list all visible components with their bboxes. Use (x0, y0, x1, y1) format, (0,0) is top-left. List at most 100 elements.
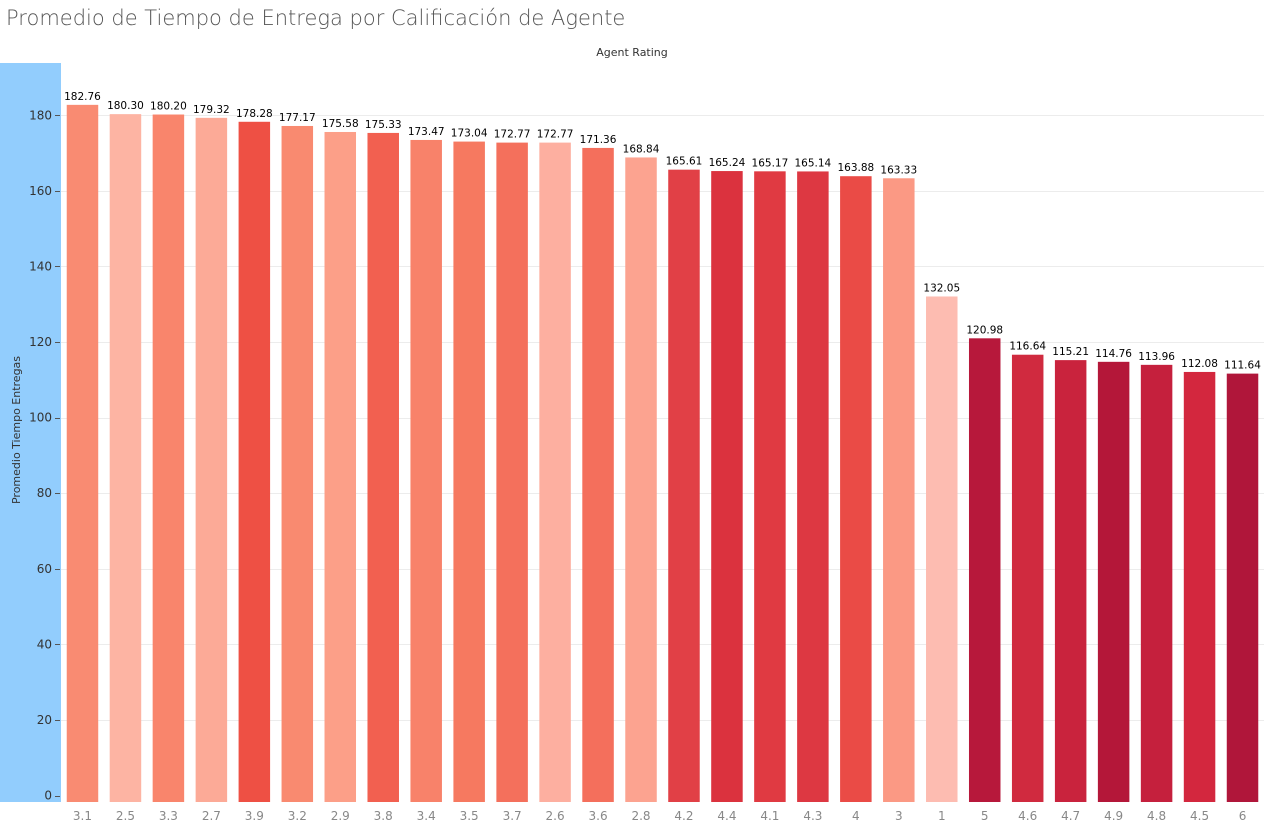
bar-2.8 (625, 157, 657, 803)
bar-1 (926, 296, 958, 802)
y-tick-label: 120 (29, 335, 52, 349)
bar-value-label: 114.76 (1095, 348, 1132, 360)
y-tick-label: 60 (37, 562, 52, 576)
bar-3.4 (410, 139, 442, 803)
bar-3.3 (152, 114, 185, 803)
y-tick-label: 0 (44, 789, 52, 803)
x-tick-label: 5 (981, 809, 989, 823)
bar-4.5 (1183, 371, 1216, 802)
bar-4.3 (797, 171, 829, 803)
y-tick-label: 20 (37, 713, 52, 727)
bar-value-label: 175.58 (322, 118, 359, 130)
x-tick-label: 2.9 (331, 809, 350, 823)
bar-value-label: 116.64 (1009, 341, 1046, 353)
x-tick-label: 4.1 (760, 809, 779, 823)
bar-value-label: 165.61 (666, 156, 703, 168)
x-tick-label: 3.5 (460, 809, 479, 823)
bar-6 (1226, 373, 1259, 802)
bar-value-label: 115.21 (1052, 346, 1089, 358)
x-tick-label: 4.6 (1018, 809, 1037, 823)
x-tick-label: 4.2 (674, 809, 693, 823)
bar-value-label: 180.30 (107, 100, 144, 112)
bar-value-label: 165.24 (709, 157, 746, 169)
x-tick-label: 3.4 (417, 809, 436, 823)
bar-3.6 (582, 147, 614, 803)
bar-value-label: 168.84 (623, 143, 660, 155)
y-tick-label: 80 (37, 486, 52, 500)
bar-value-label: 175.33 (365, 119, 402, 131)
y-tick-label: 40 (37, 637, 52, 651)
bar-value-label: 177.17 (279, 112, 316, 124)
x-tick-label: 3.6 (589, 809, 608, 823)
bar-3.8 (367, 132, 399, 803)
x-tick-label: 3.1 (73, 809, 92, 823)
bar-value-label: 178.28 (236, 108, 273, 120)
bar-value-label: 111.64 (1224, 360, 1261, 372)
bar-3.2 (281, 125, 314, 803)
bar-value-label: 163.88 (837, 162, 874, 174)
y-tick-label: 140 (29, 259, 52, 273)
bar-4 (840, 176, 872, 802)
x-tick-label: 3.2 (288, 809, 307, 823)
x-tick-label: 2.6 (546, 809, 565, 823)
bar-value-label: 172.77 (494, 129, 531, 141)
bar-4.7 (1054, 360, 1087, 802)
bar-3.7 (496, 142, 528, 802)
x-tick-label: 3.9 (245, 809, 264, 823)
bar-value-label: 165.17 (752, 157, 789, 169)
bar-2.9 (324, 131, 357, 803)
x-tick-label: 3 (895, 809, 903, 823)
bar-value-label: 165.14 (795, 157, 832, 169)
bar-3.9 (238, 121, 271, 802)
y-tick-label: 160 (29, 184, 52, 198)
y-axis-band (0, 63, 61, 802)
x-tick-label: 4.5 (1190, 809, 1209, 823)
bar-value-label: 171.36 (580, 134, 617, 146)
bar-4.8 (1140, 364, 1173, 802)
bar-5 (968, 338, 1001, 802)
bar-value-label: 113.96 (1138, 351, 1175, 363)
x-tick-label: 2.5 (116, 809, 135, 823)
bar-2.6 (539, 142, 571, 802)
x-tick-label: 4.8 (1147, 809, 1166, 823)
y-tick-label: 100 (29, 411, 52, 425)
bar-3.5 (453, 141, 485, 802)
x-tick-label: 4.3 (803, 809, 822, 823)
x-tick-label: 4 (852, 809, 860, 823)
bar-value-label: 179.32 (193, 104, 230, 116)
bar-4.6 (1011, 354, 1044, 802)
bar-value-label: 173.47 (408, 126, 445, 138)
x-tick-label: 2.7 (202, 809, 221, 823)
bar-3 (883, 178, 915, 802)
bar-value-label: 163.33 (880, 164, 917, 176)
x-tick-label: 3.3 (159, 809, 178, 823)
x-tick-label: 3.7 (503, 809, 522, 823)
x-tick-label: 4.9 (1104, 809, 1123, 823)
bar-4.9 (1097, 361, 1130, 802)
bar-value-label: 173.04 (451, 128, 488, 140)
bar-4.1 (754, 171, 786, 802)
x-tick-label: 2.8 (631, 809, 650, 823)
bar-2.5 (109, 114, 142, 802)
bar-4.2 (668, 169, 700, 803)
x-tick-label: 4.7 (1061, 809, 1080, 823)
x-axis-title: Agent Rating (596, 46, 668, 59)
bar-value-label: 180.20 (150, 101, 187, 113)
x-tick-label: 6 (1239, 809, 1247, 823)
y-axis-title: Promedio Tiempo Entregas (10, 356, 23, 504)
chart-title: Promedio de Tiempo de Entrega por Califi… (6, 6, 626, 30)
x-tick-label: 3.8 (374, 809, 393, 823)
x-tick-label: 4.4 (717, 809, 736, 823)
bar-value-label: 182.76 (64, 91, 101, 103)
bar-value-label: 112.08 (1181, 358, 1218, 370)
bar-3.1 (66, 104, 99, 802)
y-tick-label: 180 (29, 108, 52, 122)
bar-value-label: 132.05 (923, 282, 960, 294)
bar-value-label: 120.98 (966, 324, 1003, 336)
bar-value-label: 172.77 (537, 129, 574, 141)
x-tick-label: 1 (938, 809, 946, 823)
bar-4.4 (711, 171, 743, 802)
bar-2.7 (195, 117, 228, 802)
